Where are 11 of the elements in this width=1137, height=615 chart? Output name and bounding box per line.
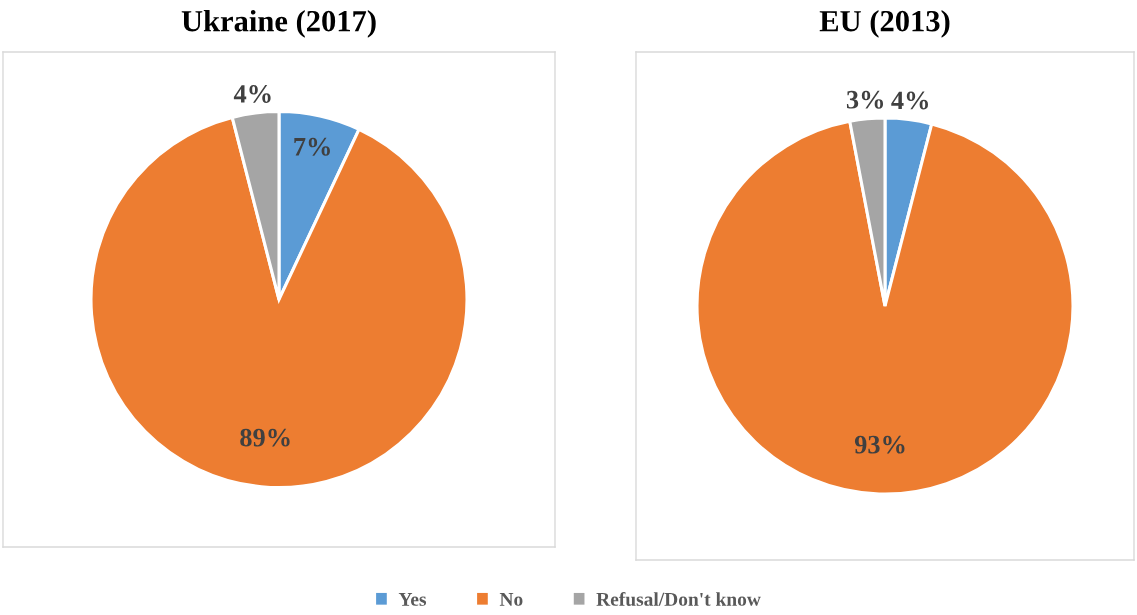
data-label: 4% bbox=[233, 84, 271, 103]
legend-label: No bbox=[499, 592, 523, 606]
data-label: 93% bbox=[854, 435, 905, 454]
data-label: 89% bbox=[240, 428, 290, 447]
data-label: 7% bbox=[294, 137, 330, 156]
data-label: 4% bbox=[891, 91, 928, 110]
slice-label: EU (2013) bbox=[819, 9, 950, 38]
data-label: 3% bbox=[846, 90, 884, 109]
legend-label: Yes bbox=[398, 592, 427, 606]
slice-label: Ukraine (2017) bbox=[181, 9, 376, 38]
legend-label: Refusal/Don't know bbox=[596, 591, 761, 606]
